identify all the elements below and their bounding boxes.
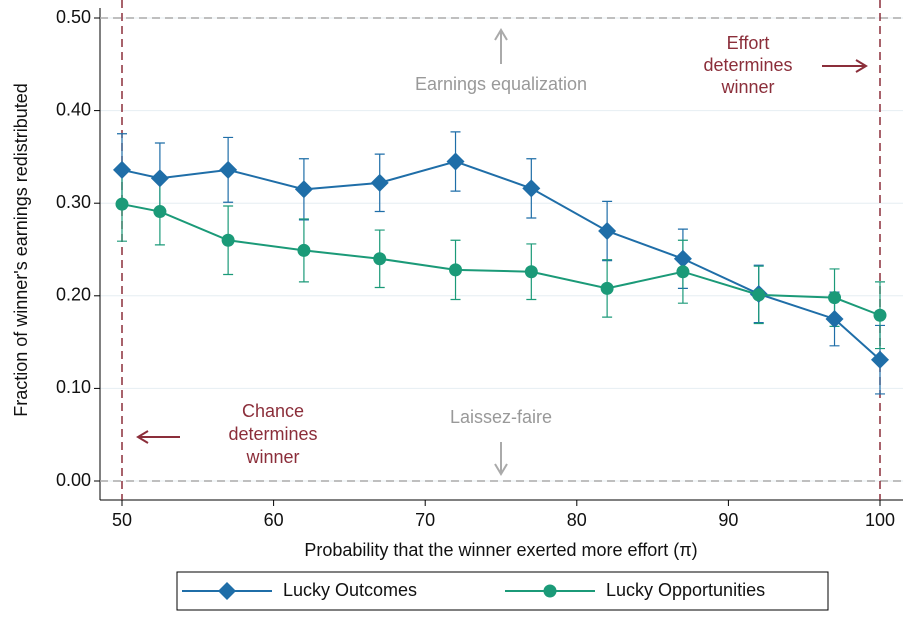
- legend-label: Lucky Opportunities: [606, 580, 765, 600]
- marker: [522, 179, 541, 198]
- marker: [115, 197, 129, 211]
- series-line: [121, 160, 881, 361]
- x-tick-label: 100: [865, 510, 895, 530]
- marker: [752, 288, 766, 302]
- marker: [524, 265, 538, 279]
- marker: [219, 160, 238, 179]
- legend-marker: [543, 584, 557, 598]
- marker: [221, 233, 235, 247]
- marker: [673, 249, 692, 268]
- x-tick-label: 70: [415, 510, 435, 530]
- annotation: determines: [703, 55, 792, 75]
- marker: [370, 173, 389, 192]
- x-tick-label: 60: [264, 510, 284, 530]
- marker: [873, 308, 887, 322]
- annotation: determines: [228, 424, 317, 444]
- marker: [373, 252, 387, 266]
- legend-box: [176, 571, 829, 611]
- marker: [446, 152, 465, 171]
- annotation: Earnings equalization: [415, 74, 587, 94]
- marker: [676, 265, 690, 279]
- marker: [294, 180, 313, 199]
- y-tick-label: 0.20: [56, 285, 91, 305]
- legend-label: Lucky Outcomes: [283, 580, 417, 600]
- marker: [297, 243, 311, 257]
- marker: [153, 205, 167, 219]
- y-tick-label: 0.00: [56, 470, 91, 490]
- x-tick-label: 50: [112, 510, 132, 530]
- marker: [600, 281, 614, 295]
- marker: [598, 221, 617, 240]
- annotation: winner: [245, 447, 299, 467]
- x-tick-label: 80: [567, 510, 587, 530]
- marker: [871, 350, 889, 369]
- y-axis-title: Fraction of winner's earnings redistribu…: [11, 83, 31, 417]
- annotation: Chance: [242, 401, 304, 421]
- y-tick-label: 0.50: [56, 7, 91, 27]
- series-line: [121, 203, 881, 317]
- marker: [113, 160, 131, 179]
- annotation: Effort: [727, 33, 770, 53]
- y-tick-label: 0.40: [56, 99, 91, 119]
- annotation: winner: [720, 77, 774, 97]
- marker: [449, 263, 463, 277]
- marker: [150, 169, 169, 188]
- legend-marker: [218, 582, 236, 600]
- x-tick-label: 90: [718, 510, 738, 530]
- y-tick-label: 0.30: [56, 192, 91, 212]
- annotation: Laissez-faire: [450, 407, 552, 427]
- y-tick-label: 0.10: [56, 377, 91, 397]
- marker: [825, 309, 844, 328]
- x-axis-title: Probability that the winner exerted more…: [304, 540, 697, 560]
- arrows: [136, 28, 868, 476]
- marker: [828, 291, 842, 305]
